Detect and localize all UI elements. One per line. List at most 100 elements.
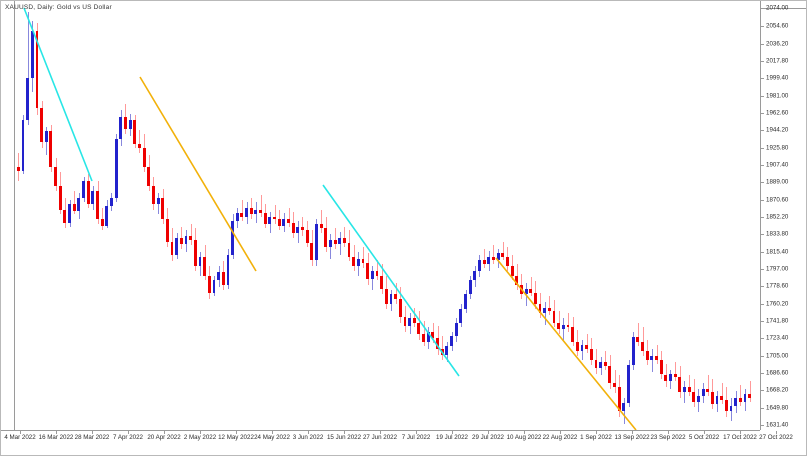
candle-body xyxy=(175,237,179,255)
candle-body xyxy=(738,398,742,402)
candle-body xyxy=(501,252,505,257)
candle-body xyxy=(748,394,752,399)
date-tick xyxy=(704,431,705,434)
date-tick xyxy=(164,431,165,434)
date-tick xyxy=(560,431,561,434)
candle-body xyxy=(426,332,430,342)
candle-body xyxy=(86,181,90,204)
price-axis-label: 1649.80 xyxy=(766,404,789,412)
candle-wick xyxy=(484,249,485,269)
downtrend-line-2 xyxy=(139,76,257,272)
price-axis-label: 1999.40 xyxy=(766,74,789,82)
candle-body xyxy=(259,209,262,214)
date-axis[interactable]: 4 Mar 2022 16 Mar 2022 28 Mar 2022 7 Apr 20… xyxy=(0,431,793,457)
candle-body xyxy=(585,345,589,350)
candle-body xyxy=(100,219,104,226)
date-tick xyxy=(200,431,201,434)
candle-body xyxy=(287,219,290,223)
candle-wick xyxy=(689,375,690,397)
candle-body xyxy=(110,198,113,206)
candle-body xyxy=(440,349,444,355)
price-tick xyxy=(761,234,764,236)
price-tick xyxy=(761,355,764,357)
date-tick xyxy=(236,431,237,434)
candle-body xyxy=(221,271,225,285)
candle-wick xyxy=(503,241,504,261)
candle-body xyxy=(273,217,276,220)
candle-body xyxy=(179,237,183,244)
candle-wick xyxy=(526,283,527,306)
candle-body xyxy=(650,355,654,361)
candle-wick xyxy=(615,369,616,394)
price-axis-label: 1741.80 xyxy=(766,317,789,325)
candle-wick xyxy=(722,382,723,404)
candle-body xyxy=(631,336,635,366)
candle-body xyxy=(30,30,34,78)
candle-body xyxy=(627,365,630,403)
candle-wick xyxy=(191,223,192,246)
price-axis-label: 1889.00 xyxy=(766,178,789,186)
candle-body xyxy=(315,223,318,261)
candle-body xyxy=(366,263,370,280)
candle-body xyxy=(706,388,710,393)
date-axis-label: 2 May 2022 xyxy=(183,434,217,441)
candle-body xyxy=(375,270,379,276)
candle-body xyxy=(245,207,248,218)
price-tick xyxy=(761,407,764,409)
candle-body xyxy=(436,337,439,350)
date-tick xyxy=(776,431,777,434)
candle-wick xyxy=(605,350,606,370)
candle-body xyxy=(496,252,500,261)
candle-body xyxy=(678,377,682,393)
date-axis-label: 29 Jul 2022 xyxy=(472,434,504,441)
top-axis-line xyxy=(760,8,807,9)
date-tick xyxy=(380,431,381,434)
candle-body xyxy=(636,336,640,342)
candle-body xyxy=(613,382,616,387)
candle-body xyxy=(147,167,151,187)
candle-body xyxy=(622,402,626,412)
price-axis-label: 1760.20 xyxy=(766,300,789,308)
candle-body xyxy=(352,256,356,267)
candle-body xyxy=(282,219,286,226)
candle-body xyxy=(412,317,416,323)
candle-body xyxy=(198,256,202,267)
candle-body xyxy=(566,324,570,328)
candle-wick xyxy=(261,195,262,218)
date-tick xyxy=(92,431,93,434)
candle-wick xyxy=(289,207,290,227)
candle-body xyxy=(305,230,309,243)
candle-body xyxy=(328,239,332,248)
candle-wick xyxy=(321,209,322,234)
date-axis-label: 16 Mar 2022 xyxy=(38,434,74,441)
candle-wick xyxy=(587,333,588,353)
candle-body xyxy=(16,167,20,171)
candle-body xyxy=(189,236,193,240)
candle-body xyxy=(49,131,53,168)
candle-body xyxy=(659,360,663,375)
price-axis[interactable]: 2074.00 2054.60 2036.20 2017.80 1999.40 1981.… xyxy=(761,0,808,430)
right-axis-line xyxy=(760,0,761,430)
bottom-axis-line xyxy=(0,430,760,431)
candle-body xyxy=(165,219,169,242)
candle-body xyxy=(673,373,677,378)
candle-body xyxy=(77,198,81,211)
candle-wick xyxy=(74,190,75,215)
candle-body xyxy=(580,345,584,351)
candle-body xyxy=(212,280,216,293)
price-axis-label: 1852.20 xyxy=(766,213,789,221)
candle-body xyxy=(203,256,207,276)
candle-body xyxy=(603,362,607,367)
date-axis-label: 27 Oct 2022 xyxy=(759,434,793,441)
plot-area[interactable] xyxy=(0,0,760,430)
candle-body xyxy=(324,228,328,248)
candle-body xyxy=(54,167,58,187)
date-tick xyxy=(344,431,345,434)
candle-body xyxy=(35,30,39,108)
price-tick xyxy=(761,8,764,9)
candle-body xyxy=(254,209,258,215)
candle-body xyxy=(403,317,407,327)
candle-body xyxy=(696,396,700,402)
candle-body xyxy=(473,270,477,281)
price-tick xyxy=(761,268,764,270)
